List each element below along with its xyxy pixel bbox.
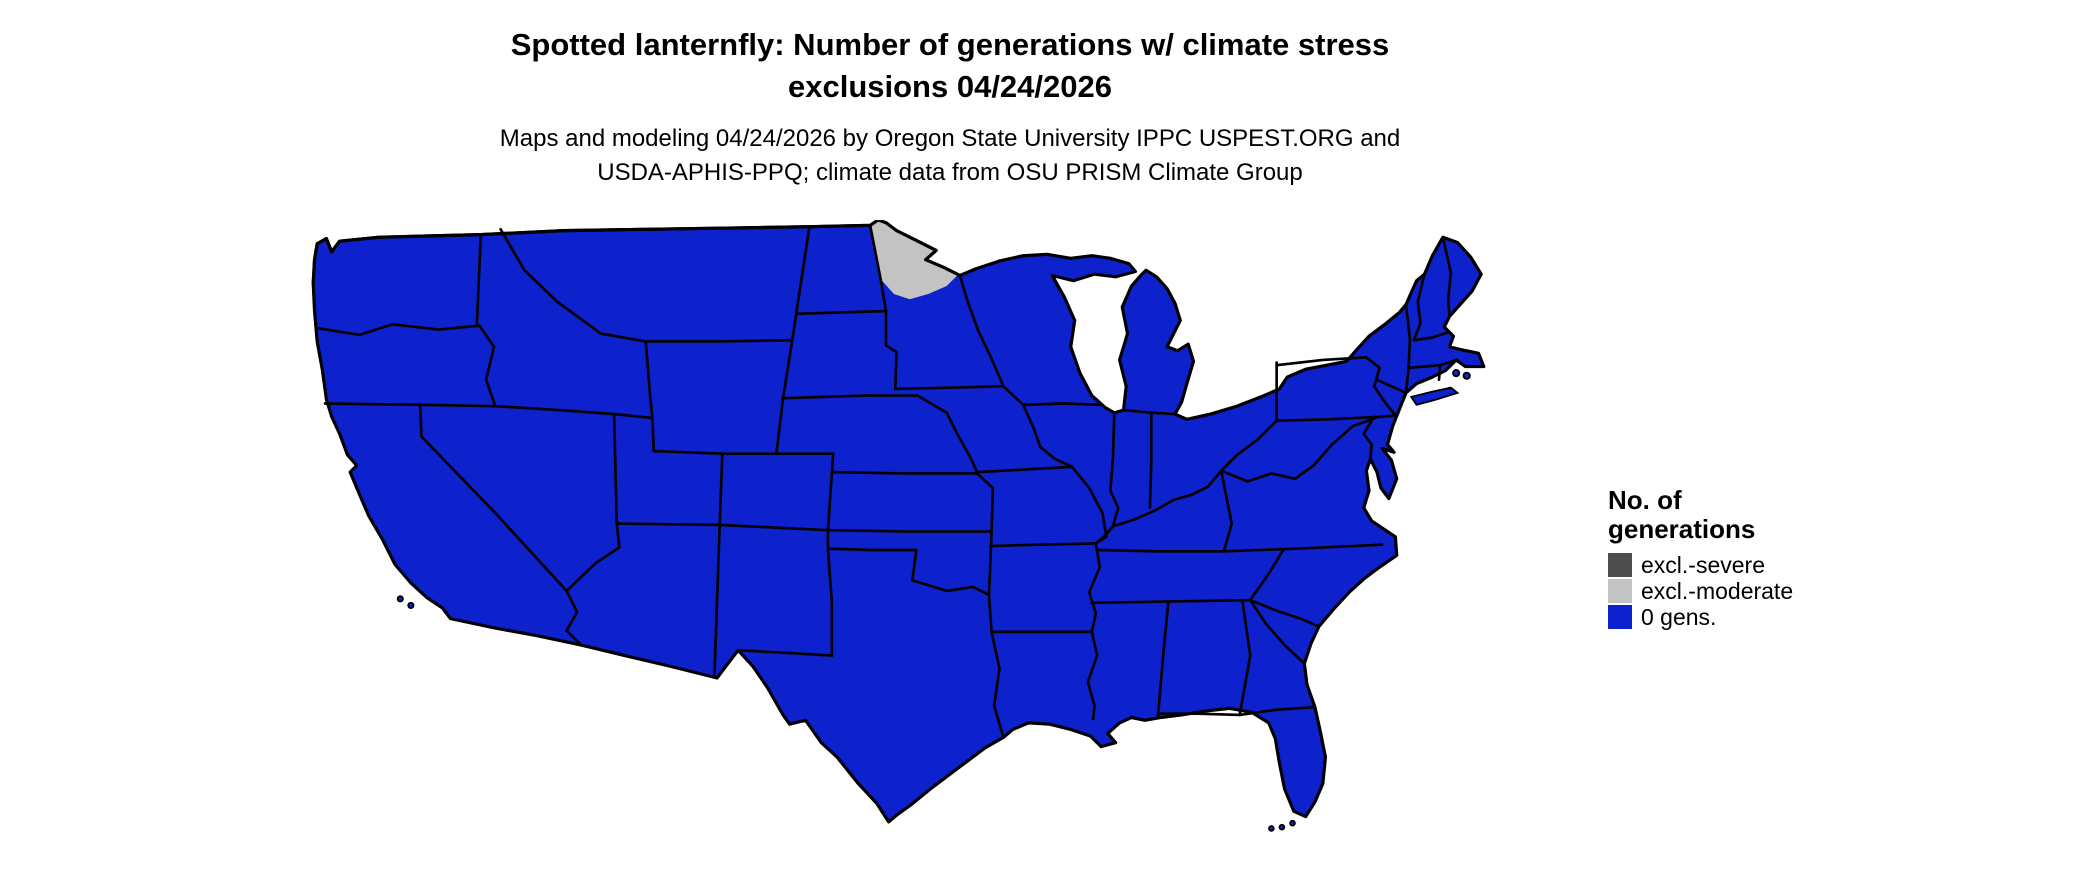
legend-swatch-excl-severe bbox=[1608, 553, 1632, 577]
legend-label-excl-severe: excl.-severe bbox=[1641, 552, 1765, 578]
long-island bbox=[1409, 386, 1460, 406]
border-mo-ar bbox=[988, 542, 1098, 548]
border-me-nh bbox=[1441, 235, 1453, 318]
us-map-svg bbox=[311, 218, 1486, 832]
us-landmass bbox=[311, 218, 1486, 824]
border-wi-mi bbox=[1050, 274, 1066, 298]
border-md-wv bbox=[1312, 416, 1377, 467]
border-ca-az bbox=[565, 589, 583, 647]
border-nv-ut bbox=[612, 412, 619, 525]
channel-island-2 bbox=[407, 601, 415, 609]
legend-item-excl-severe: excl.-severe bbox=[1608, 552, 1908, 578]
legend-item-excl-moderate: excl.-moderate bbox=[1608, 578, 1908, 604]
border-il-in bbox=[1109, 411, 1120, 528]
border-vt-nh bbox=[1412, 272, 1426, 342]
border-nm-tx-south bbox=[736, 648, 834, 657]
border-nv-az bbox=[565, 522, 621, 593]
title-line-1: Spotted lanternfly: Number of generation… bbox=[510, 27, 1390, 62]
border-ma-south bbox=[1407, 358, 1458, 370]
swatch-rect bbox=[1608, 579, 1632, 603]
border-mo-ks-ok bbox=[975, 472, 995, 597]
border-ga-sc bbox=[1248, 598, 1306, 665]
border-wy-west bbox=[644, 340, 656, 453]
border-42n bbox=[323, 402, 654, 420]
border-al-ga bbox=[1238, 598, 1252, 717]
figure-subtitle: Maps and modeling 04/24/2026 by Oregon S… bbox=[0, 122, 1900, 190]
border-nd-sd bbox=[794, 309, 888, 316]
state-borders bbox=[317, 224, 1458, 739]
border-ohio-river bbox=[1094, 419, 1278, 545]
border-ia-mo bbox=[975, 465, 1074, 474]
border-ca-nv bbox=[418, 403, 568, 593]
border-wa-or bbox=[317, 322, 481, 337]
border-nm-tx-east bbox=[826, 547, 834, 657]
legend-title-line-1: No. of bbox=[1608, 485, 1682, 515]
border-id-mt bbox=[499, 227, 648, 343]
border-in-oh bbox=[1148, 411, 1153, 510]
coastal-islands bbox=[396, 369, 1471, 832]
border-ky-tn bbox=[1095, 548, 1226, 553]
subtitle-line-2: USDA-APHIS-PPQ; climate data from OSU PR… bbox=[597, 159, 1303, 186]
us-map bbox=[300, 218, 1567, 880]
title-line-2: exclusions 04/24/2026 bbox=[787, 69, 1112, 104]
border-mississippi-river bbox=[958, 274, 1108, 721]
border-red-river bbox=[911, 579, 991, 597]
border-ne-ks bbox=[830, 470, 979, 475]
legend-label-zero-gens: 0 gens. bbox=[1641, 604, 1717, 630]
border-35n bbox=[1090, 598, 1252, 605]
border-mn-west bbox=[868, 224, 898, 391]
legend-swatch-zero-gens bbox=[1608, 605, 1632, 629]
border-mi-south bbox=[1122, 408, 1177, 416]
us-outline-stroke bbox=[311, 218, 961, 284]
border-ok-panhandle bbox=[826, 547, 918, 552]
border-ct-ri bbox=[1437, 363, 1442, 382]
border-az-nm bbox=[713, 523, 722, 679]
figure-title: Spotted lanternfly: Number of generation… bbox=[0, 24, 1900, 108]
border-mt-wy bbox=[644, 338, 794, 343]
border-ny-pa bbox=[1275, 355, 1397, 417]
legend-label-excl-moderate: excl.-moderate bbox=[1641, 578, 1794, 604]
border-va-nc bbox=[1222, 543, 1384, 553]
swatch-rect bbox=[1608, 553, 1632, 577]
channel-island-1 bbox=[396, 595, 404, 603]
island-nantucket bbox=[1462, 371, 1471, 380]
border-ky-va bbox=[1219, 469, 1234, 553]
florida-key-3 bbox=[1268, 825, 1275, 832]
swatch-rect bbox=[1608, 605, 1632, 629]
border-ny-nj bbox=[1375, 378, 1408, 395]
island-marthas-vineyard bbox=[1452, 369, 1461, 378]
border-tx-ok bbox=[911, 548, 918, 582]
legend-item-zero-gens: 0 gens. bbox=[1608, 604, 1908, 630]
border-fl-north bbox=[1156, 705, 1317, 717]
legend-items: excl.-severe excl.-moderate 0 gens. bbox=[1608, 552, 1908, 630]
border-mn-ia bbox=[893, 385, 1005, 391]
border-va-md bbox=[1362, 419, 1373, 461]
border-ny-east bbox=[1404, 303, 1412, 395]
border-pa-south bbox=[1275, 414, 1397, 422]
border-sd-ne bbox=[781, 394, 949, 415]
border-wi-il bbox=[1021, 402, 1104, 407]
border-tn-nc bbox=[1248, 548, 1285, 602]
legend: No. of generations excl.-severe excl.-mo… bbox=[1608, 486, 1908, 630]
border-ne-ia bbox=[945, 411, 979, 474]
border-wv-va bbox=[1219, 464, 1315, 483]
border-ms-al bbox=[1156, 600, 1170, 719]
border-ut-co bbox=[718, 452, 724, 527]
border-nh-ma bbox=[1412, 330, 1450, 342]
legend-title-line-2: generations bbox=[1608, 514, 1756, 544]
border-tx-la bbox=[990, 630, 1005, 739]
subtitle-line-1: Maps and modeling 04/24/2026 by Oregon S… bbox=[499, 125, 1401, 152]
border-or-id bbox=[478, 324, 497, 408]
border-nc-sc bbox=[1248, 598, 1321, 628]
exclusion-moderate-region bbox=[871, 221, 958, 300]
border-ks-ok bbox=[826, 528, 993, 533]
border-wa-id bbox=[475, 233, 483, 327]
florida-key-2 bbox=[1278, 823, 1286, 831]
legend-swatch-excl-moderate bbox=[1608, 579, 1632, 603]
florida-key-1 bbox=[1289, 819, 1296, 827]
border-41n bbox=[652, 449, 835, 455]
border-ar-tx bbox=[987, 593, 993, 634]
